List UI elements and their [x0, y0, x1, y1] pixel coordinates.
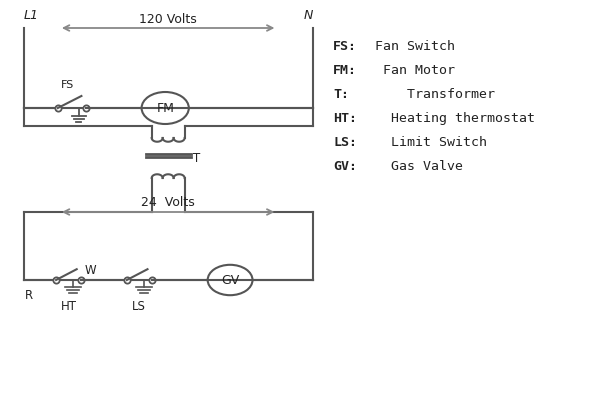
Text: Limit Switch: Limit Switch	[375, 136, 487, 149]
Text: Gas Valve: Gas Valve	[375, 160, 463, 173]
Text: Heating thermostat: Heating thermostat	[375, 112, 535, 125]
Text: LS: LS	[132, 300, 146, 313]
Text: HT:: HT:	[333, 112, 358, 125]
Text: T:: T:	[333, 88, 349, 101]
Text: Fan Switch: Fan Switch	[375, 40, 455, 53]
Text: Transformer: Transformer	[375, 88, 494, 101]
Text: W: W	[84, 264, 96, 277]
Text: T: T	[193, 152, 200, 164]
Text: Fan Motor: Fan Motor	[375, 64, 455, 77]
Text: FM:: FM:	[333, 64, 358, 77]
Text: FS: FS	[61, 80, 74, 90]
Text: GV:: GV:	[333, 160, 358, 173]
Text: L1: L1	[24, 9, 38, 22]
Text: LS:: LS:	[333, 136, 358, 149]
Text: HT: HT	[60, 300, 77, 313]
Text: R: R	[25, 289, 33, 302]
Text: FM: FM	[156, 102, 174, 114]
Text: 24  Volts: 24 Volts	[141, 196, 195, 209]
Text: N: N	[303, 9, 313, 22]
Text: GV: GV	[221, 274, 239, 286]
Text: 120 Volts: 120 Volts	[139, 13, 197, 26]
Text: FS:: FS:	[333, 40, 358, 53]
